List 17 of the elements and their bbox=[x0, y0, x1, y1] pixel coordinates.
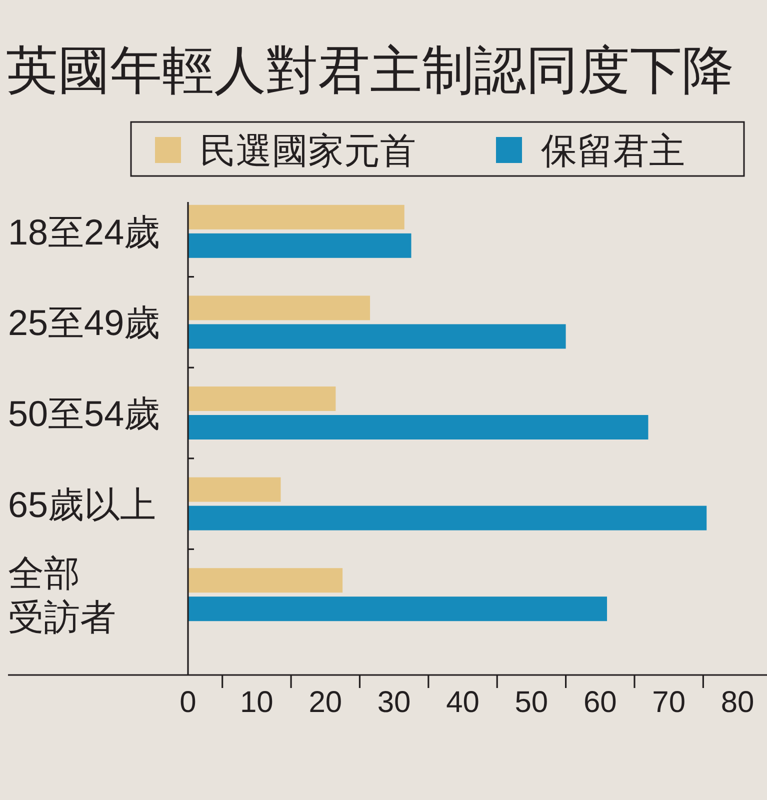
x-tick-label: 20 bbox=[308, 686, 342, 719]
legend-label: 保留君主 bbox=[541, 130, 685, 171]
y-category-label: 18至24歲 bbox=[8, 211, 160, 252]
legend-label: 民選國家元首 bbox=[200, 130, 416, 171]
x-tick-label: 60 bbox=[583, 686, 617, 719]
y-category-label: 全部受訪者 bbox=[8, 552, 116, 638]
x-tick-label: 10 bbox=[240, 686, 274, 719]
y-category-label: 65歲以上 bbox=[8, 484, 156, 525]
title: 英國年輕人對君主制認同度下降 bbox=[6, 42, 734, 100]
x-tick-label: 40 bbox=[446, 686, 480, 719]
x-tick-label: 30 bbox=[377, 686, 411, 719]
x-tick-label: 0 bbox=[180, 686, 196, 719]
x-tick-label: 50 bbox=[514, 686, 548, 719]
x-tick-label: 70 bbox=[652, 686, 686, 719]
y-category-label: 50至54歲 bbox=[8, 393, 160, 434]
y-category-label: 25至49歲 bbox=[8, 302, 160, 344]
x-tick-label: 80 bbox=[720, 686, 754, 719]
